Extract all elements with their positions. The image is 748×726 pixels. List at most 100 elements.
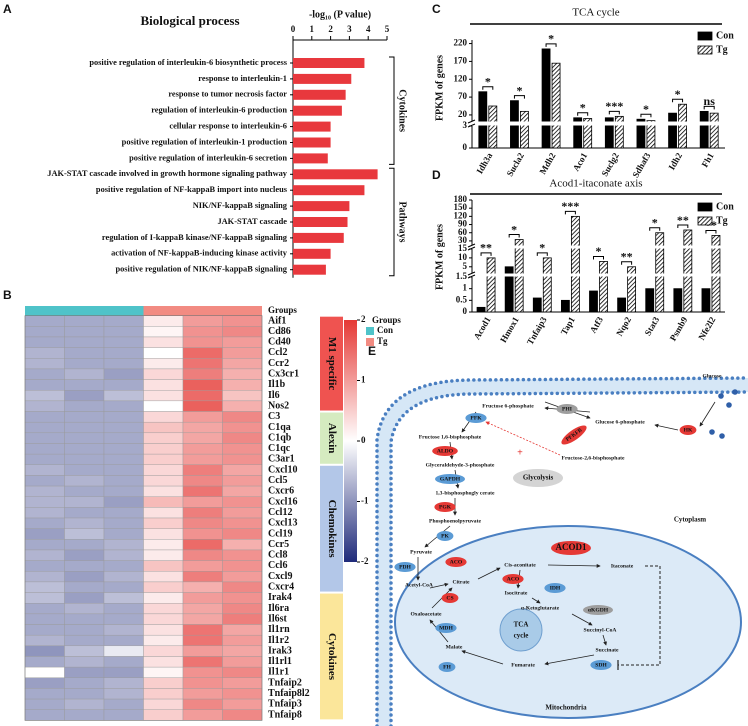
diagram-label: α-Ketoglutarate: [521, 605, 560, 611]
bar: [520, 110, 529, 149]
diagram-label: 1,3-bisphosphogly cerate: [435, 490, 495, 496]
sig-label: **: [621, 250, 633, 264]
heat-cell: [222, 347, 263, 359]
heat-cell: [222, 592, 263, 604]
diagram-label: IDH: [550, 585, 561, 591]
heat-cell: [143, 549, 184, 561]
diagram-label: Isocitrate: [505, 590, 528, 596]
heat-cell: [182, 464, 223, 476]
heat-cell: [143, 613, 184, 625]
heat-cell: [64, 698, 105, 710]
heat-cell: [222, 400, 263, 412]
enzyme-oval: [590, 660, 612, 670]
enzyme-oval: [441, 593, 459, 603]
heat-cell: [143, 517, 184, 529]
row-label: Cxcl16: [268, 496, 297, 507]
diagram-label: Fructose 1,6-bisphosphate: [419, 434, 482, 440]
heat-cell: [143, 421, 184, 434]
heat-cell: [24, 539, 65, 551]
heat-cell: [182, 443, 223, 455]
heat-cell: [182, 571, 223, 583]
bar: [709, 112, 719, 149]
x-tick-label: Idh2: [666, 151, 684, 172]
heat-cell: [182, 634, 223, 647]
row-group-label: Chemokines: [326, 500, 338, 559]
heat-cell: [64, 709, 105, 721]
heat-cell: [143, 464, 184, 476]
heat-cell: [64, 326, 105, 338]
heat-cell: [143, 677, 184, 689]
diagram-label: HK: [684, 427, 693, 433]
colorbar-label: 0: [361, 435, 366, 445]
diagram-label: cycle: [514, 632, 529, 640]
heat-cell: [222, 603, 263, 615]
heat-cell: [103, 539, 144, 551]
row-label: C3: [268, 411, 280, 422]
heat-cell: [24, 368, 65, 380]
heat-cell: [182, 315, 223, 327]
enzyme-oval: [551, 541, 591, 555]
heat-cell: [143, 560, 184, 572]
sig-label: *: [511, 222, 517, 236]
heat-cell: [64, 528, 105, 540]
category-label: positive regulation of interleukin-6 sec…: [129, 153, 287, 162]
heat-cell: [182, 581, 223, 593]
diagram-label: αKGDH: [588, 607, 609, 613]
diagram-label: +: [517, 447, 523, 458]
row-label: Il1rl1: [268, 656, 292, 667]
heat-cell: [222, 645, 263, 657]
heat-cell: [182, 528, 223, 540]
x-tick-label: 3: [347, 24, 352, 34]
heat-cell: [64, 496, 105, 508]
heat-cell: [222, 453, 263, 465]
x-tick-label: Tnfaip3: [525, 315, 549, 347]
heat-cell: [222, 666, 263, 678]
diagram-label: Glyceraldehyde-3-phosphate: [426, 462, 495, 468]
sig-bracket: [621, 261, 633, 265]
diagram-label: Mitochondria: [545, 704, 587, 712]
legend-swatch: [697, 216, 713, 226]
bar: [541, 48, 551, 149]
break-mark: [467, 123, 476, 128]
heat-cell: [222, 443, 263, 455]
y-tick-label: 0: [463, 306, 468, 316]
heat-cell: [222, 379, 263, 391]
chart-title: Acod1-itaconate axis: [549, 178, 642, 190]
diagram-label: ACO: [450, 559, 463, 565]
glucose-dot: [719, 433, 725, 439]
heat-cell: [143, 379, 184, 391]
diagram-label: PHI: [562, 406, 572, 412]
heat-cell: [24, 485, 65, 497]
x-tick-label: 5: [385, 24, 390, 34]
heat-cell: [103, 560, 144, 572]
sig-label: ***: [561, 199, 579, 213]
diagram-label: Citrate: [452, 579, 470, 585]
heat-cell: [24, 453, 65, 465]
x-tick-label: Stat3: [643, 315, 662, 338]
heat-cell: [143, 368, 184, 380]
bar: [293, 248, 331, 259]
heat-cell: [222, 432, 263, 444]
x-tick-label: Fh1: [700, 151, 716, 169]
heat-cell: [64, 315, 105, 327]
bar: [636, 118, 646, 149]
heat-cell: [103, 368, 144, 380]
diagram-label: Glucose: [703, 373, 722, 379]
enzyme-oval: [502, 574, 524, 584]
row-label: Cxcr4: [268, 582, 294, 593]
sig-bracket: [677, 224, 689, 228]
x-tick-label: Mdh2: [537, 151, 557, 176]
heat-cell: [222, 507, 263, 519]
category-label: NIK/NF-kappaB signaling: [193, 201, 288, 210]
break-mark: [467, 271, 476, 276]
bar: [701, 288, 711, 313]
heat-cell: [143, 432, 184, 444]
heat-cell: [222, 421, 263, 434]
heat-cell: [64, 464, 105, 476]
heat-cell: [103, 581, 144, 593]
heat-cell: [182, 688, 223, 700]
heat-cell: [222, 315, 263, 327]
diagram-label: Succinyl-CoA: [584, 627, 617, 633]
heat-cell: [143, 326, 184, 338]
heat-cell: [222, 688, 263, 700]
